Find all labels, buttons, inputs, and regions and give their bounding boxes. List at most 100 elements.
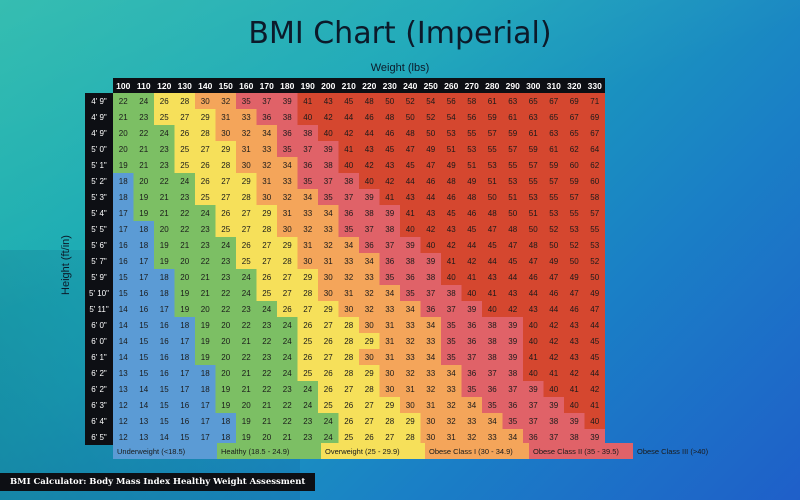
heatmap-cell	[400, 317, 421, 333]
cell-value-label: 27	[201, 145, 210, 154]
cell-value-label: 32	[467, 433, 476, 442]
cell-value-label: 46	[447, 193, 456, 202]
cell-value-label: 44	[406, 177, 415, 186]
cell-value-label: 39	[406, 241, 415, 250]
cell-value-label: 33	[262, 145, 271, 154]
cell-value-label: 71	[590, 97, 599, 106]
heatmap-cell	[379, 141, 400, 157]
cell-value-label: 67	[549, 97, 558, 106]
cell-value-label: 36	[283, 129, 292, 138]
column-tick-label: 250	[424, 81, 438, 91]
heatmap-cell	[338, 381, 359, 397]
cell-value-label: 17	[201, 433, 210, 442]
heatmap-cell	[154, 381, 175, 397]
cell-value-label: 25	[303, 337, 312, 346]
heatmap-cell	[338, 205, 359, 221]
heatmap-cell	[338, 221, 359, 237]
cell-value-label: 24	[221, 241, 230, 250]
heatmap-cell	[133, 125, 154, 141]
heatmap-cell	[523, 429, 544, 445]
cell-value-label: 52	[426, 113, 435, 122]
cell-value-label: 33	[324, 225, 333, 234]
heatmap-cell	[195, 173, 216, 189]
cell-value-label: 32	[242, 129, 251, 138]
heatmap-cell	[441, 189, 462, 205]
heatmap-cell	[113, 285, 134, 301]
cell-value-label: 24	[160, 129, 169, 138]
cell-value-label: 30	[385, 369, 394, 378]
heatmap-cell	[256, 173, 277, 189]
cell-value-label: 52	[549, 225, 558, 234]
heatmap-cell	[543, 349, 564, 365]
heatmap-cell	[318, 285, 339, 301]
heatmap-cell	[502, 285, 523, 301]
cell-value-label: 25	[201, 193, 210, 202]
cell-value-label: 25	[303, 369, 312, 378]
cell-value-label: 28	[201, 129, 210, 138]
cell-value-label: 19	[160, 241, 169, 250]
heatmap-cell	[564, 253, 585, 269]
heatmap-cell	[338, 125, 359, 141]
cell-value-label: 34	[426, 321, 435, 330]
heatmap-cell	[359, 173, 380, 189]
cell-value-label: 26	[303, 321, 312, 330]
heatmap-cell	[256, 429, 277, 445]
cell-value-label: 27	[303, 305, 312, 314]
cell-value-label: 32	[365, 305, 374, 314]
heatmap-cell	[482, 189, 503, 205]
cell-value-label: 34	[488, 417, 497, 426]
cell-value-label: 65	[549, 113, 558, 122]
cell-value-label: 27	[365, 417, 374, 426]
cell-value-label: 15	[160, 417, 169, 426]
heatmap-cell	[502, 397, 523, 413]
cell-value-label: 33	[406, 321, 415, 330]
heatmap-cell	[277, 413, 298, 429]
cell-value-label: 16	[180, 417, 189, 426]
heatmap-cell	[502, 301, 523, 317]
heatmap-cell	[543, 429, 564, 445]
column-tick-label: 140	[198, 81, 212, 91]
heatmap-cell	[297, 301, 318, 317]
heatmap-cell	[482, 237, 503, 253]
heatmap-cell	[482, 397, 503, 413]
heatmap-cell	[318, 397, 339, 413]
heatmap-cell	[113, 349, 134, 365]
heatmap-cell	[215, 93, 236, 109]
row-tick-label: 5' 3"	[91, 193, 107, 202]
heatmap-cell	[461, 205, 482, 221]
cell-value-label: 50	[590, 273, 599, 282]
cell-value-label: 56	[447, 97, 456, 106]
heatmap-cell	[441, 317, 462, 333]
cell-value-label: 26	[324, 369, 333, 378]
cell-value-label: 16	[160, 369, 169, 378]
cell-value-label: 27	[283, 289, 292, 298]
heatmap-cell	[379, 317, 400, 333]
heatmap-cell	[256, 301, 277, 317]
heatmap-cell	[133, 381, 154, 397]
heatmap-cell	[256, 333, 277, 349]
heatmap-cell	[174, 125, 195, 141]
column-tick-label: 120	[157, 81, 171, 91]
cell-value-label: 24	[303, 401, 312, 410]
legend-swatch	[113, 443, 217, 459]
row-tick-label: 6' 2"	[91, 385, 107, 394]
column-tick-label: 130	[178, 81, 192, 91]
cell-value-label: 30	[201, 97, 210, 106]
heatmap-cell	[236, 397, 257, 413]
cell-value-label: 29	[406, 417, 415, 426]
heatmap-cell	[277, 205, 298, 221]
cell-value-label: 19	[139, 209, 148, 218]
cell-value-label: 39	[529, 385, 538, 394]
cell-value-label: 14	[139, 385, 148, 394]
cell-value-label: 38	[426, 273, 435, 282]
cell-value-label: 42	[570, 369, 579, 378]
heatmap-cell	[174, 285, 195, 301]
heatmap-cell	[236, 301, 257, 317]
heatmap-cell	[236, 333, 257, 349]
cell-value-label: 30	[344, 305, 353, 314]
cell-value-label: 53	[508, 177, 517, 186]
heatmap-cell	[113, 381, 134, 397]
heatmap-cell	[564, 349, 585, 365]
cell-value-label: 43	[508, 289, 517, 298]
heatmap-cell	[379, 429, 400, 445]
